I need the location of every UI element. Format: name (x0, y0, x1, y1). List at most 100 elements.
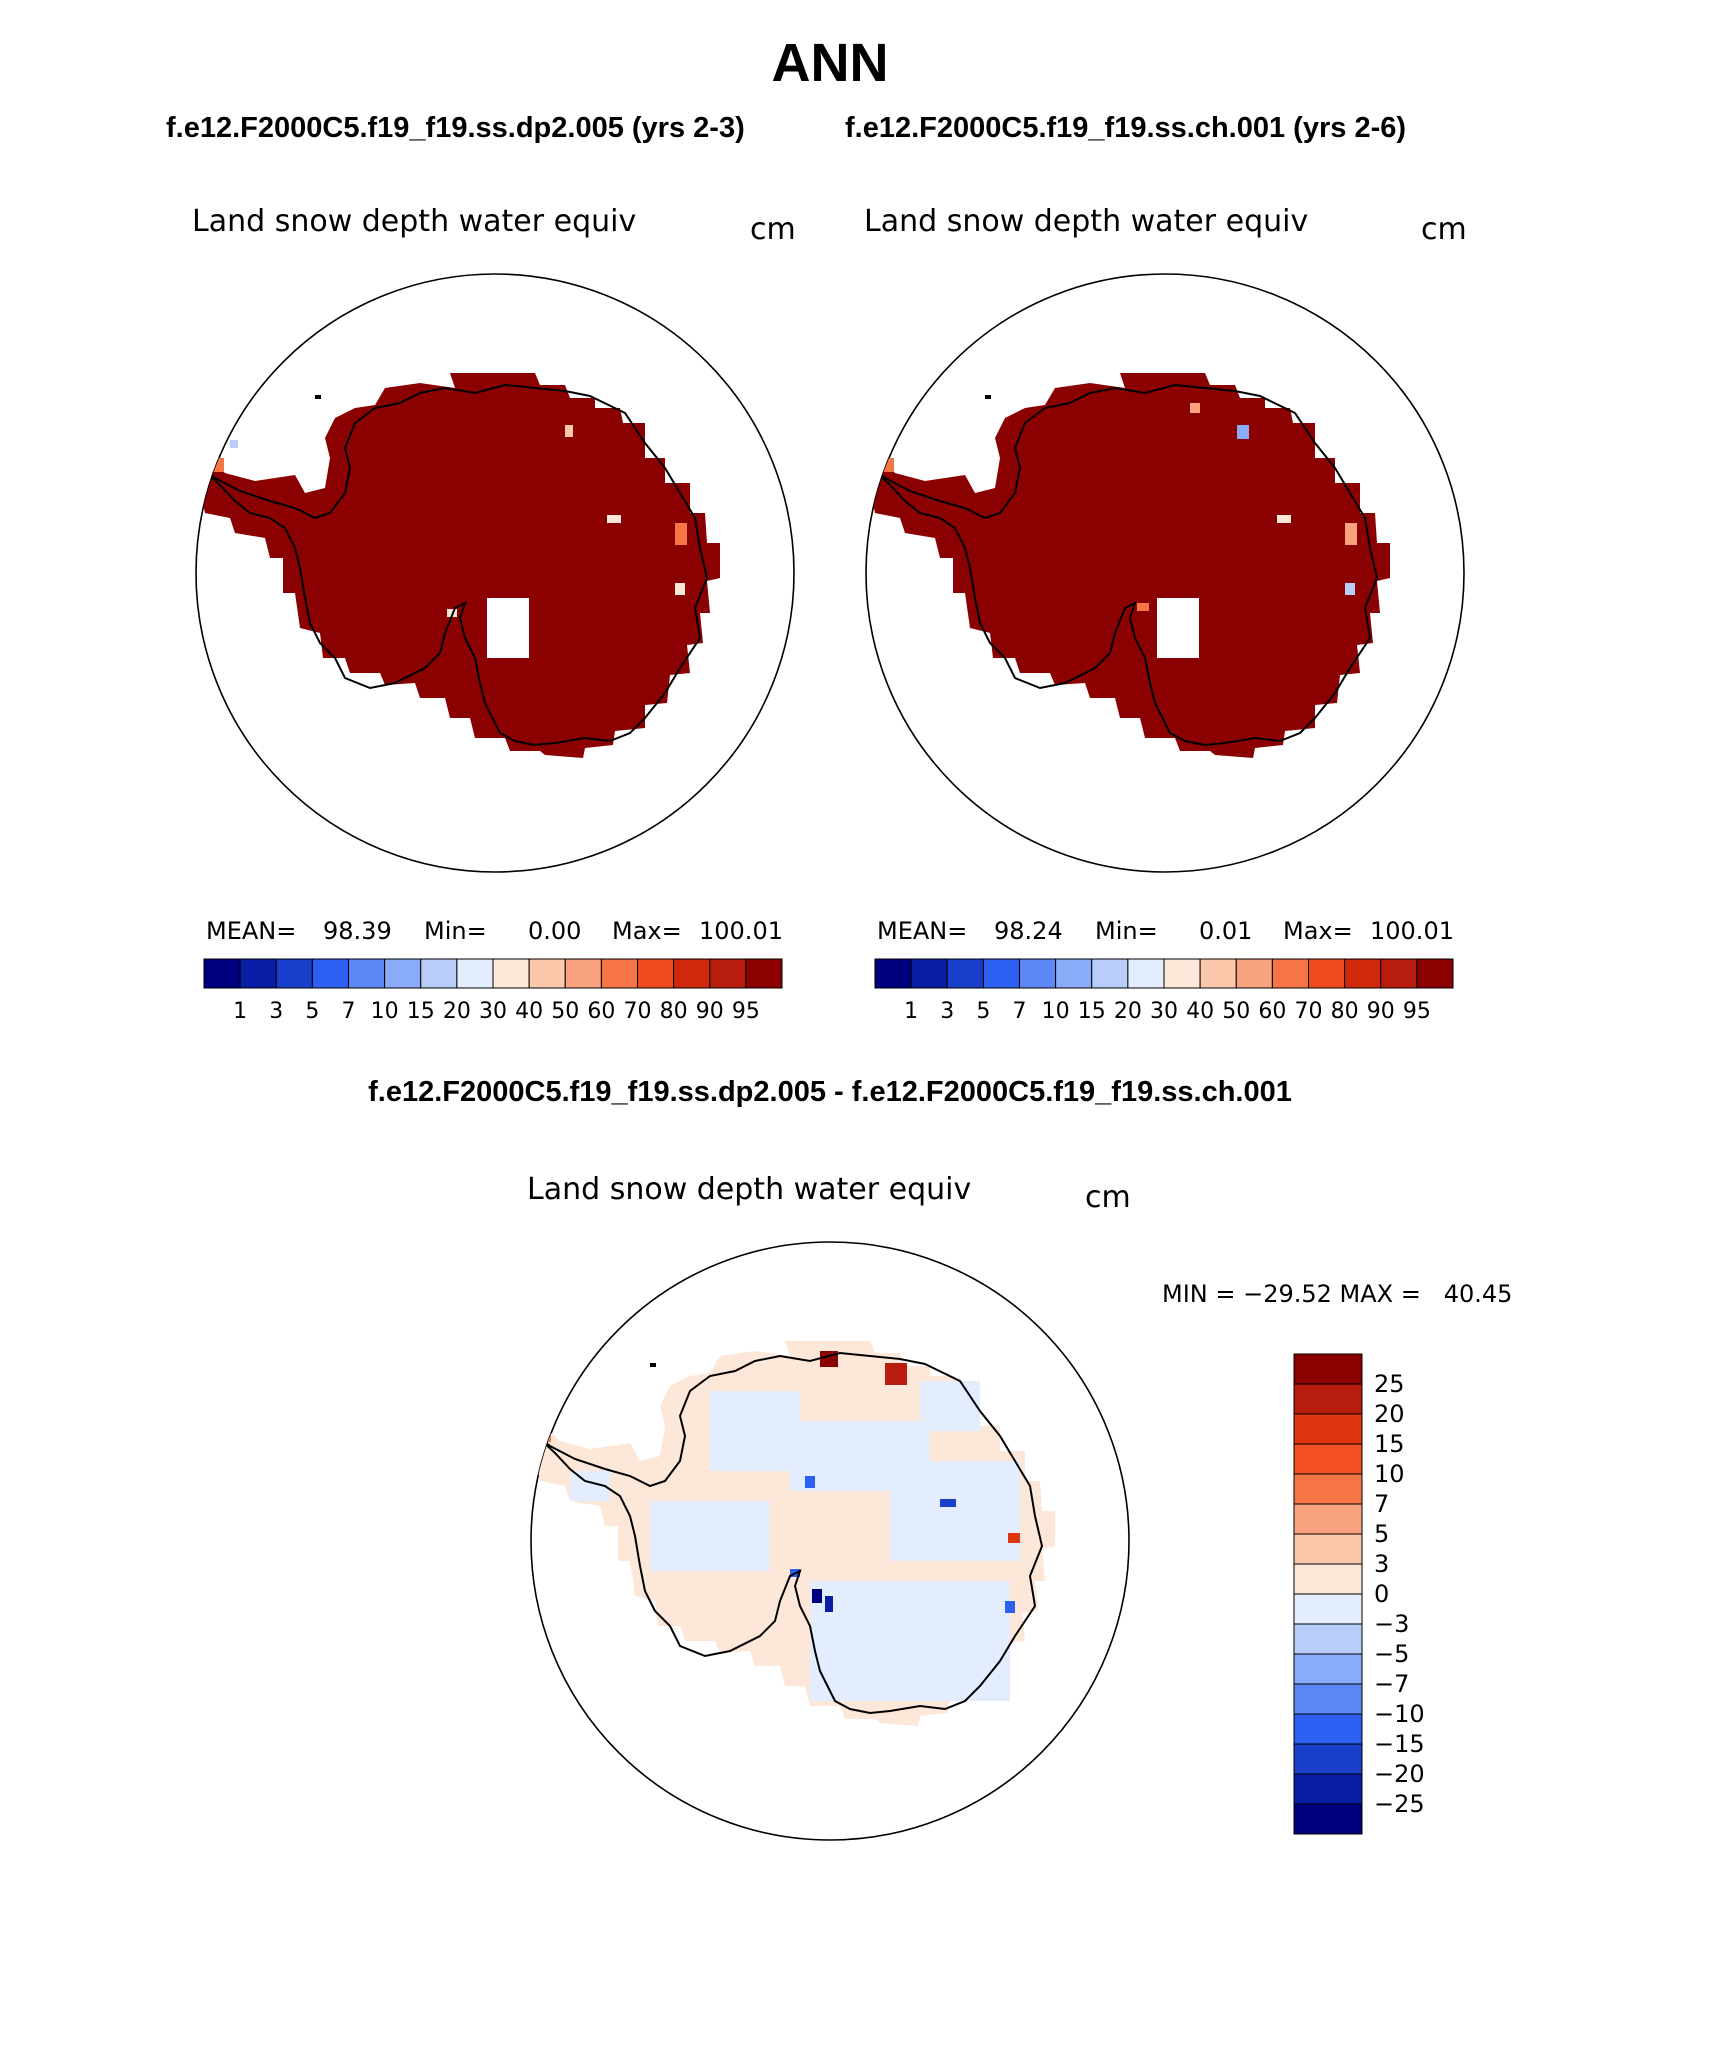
right-colorbar-tick-label: 60 (1258, 999, 1286, 1024)
diff-colorbar-tick-label: −10 (1374, 1700, 1425, 1728)
right-min-label: Min= (1095, 917, 1158, 945)
right-colorbar-box (1380, 958, 1418, 989)
right-colorbar-box (1344, 958, 1382, 989)
left-colorbar-box (203, 958, 241, 989)
right-colorbar-tick-label: 15 (1078, 999, 1106, 1024)
right-min-value: 0.01 (1199, 917, 1253, 945)
right-colorbar-tick-label: 40 (1186, 999, 1214, 1024)
right-colorbar-box (1091, 958, 1129, 989)
left-colorbar-box (637, 958, 675, 989)
left-colorbar-box (348, 958, 386, 989)
right-colorbar-box (1235, 958, 1273, 989)
left-ross-gap (487, 598, 529, 658)
diff-colorbar-tick-label: −3 (1374, 1610, 1409, 1638)
diff-colorbar-tick-label: 0 (1374, 1580, 1389, 1608)
left-min-label: Min= (424, 917, 487, 945)
diff-colorbar-tick-label: −15 (1374, 1730, 1425, 1758)
right-colorbar-box (1308, 958, 1346, 989)
left-colorbar-box (384, 958, 422, 989)
right-colorbar-box (1271, 958, 1309, 989)
left-island-patch (160, 450, 180, 474)
left-colorbar-box (311, 958, 349, 989)
diff-colorbar-tick-label: 5 (1374, 1520, 1389, 1548)
right-colorbar: 1 3 5 7 10 15 20 30 40 50 60 70 80 90 95 (874, 958, 1454, 1024)
figure-title: ANN (771, 33, 889, 93)
right-colorbar-box (1127, 958, 1165, 989)
diff-minmax-label: MIN = −29.52 MAX = 40.45 (1162, 1280, 1513, 1308)
left-case-title: f.e12.F2000C5.f19_f19.ss.dp2.005 (yrs 2-… (166, 112, 745, 144)
left-colorbar-tick-label: 10 (371, 999, 399, 1024)
diff-variable-label: Land snow depth water equiv (527, 1172, 972, 1207)
diff-colorbar-tick-label: −20 (1374, 1760, 1425, 1788)
right-colorbar-tick-label: 30 (1150, 999, 1178, 1024)
left-colorbar-tick-label: 70 (624, 999, 652, 1024)
right-colorbar-box (982, 958, 1020, 989)
diff-colorbar-tick-label: 20 (1374, 1400, 1405, 1428)
diff-colorbar-tick-label: 7 (1374, 1490, 1389, 1518)
diff-units-label: cm (1085, 1180, 1131, 1215)
left-max-label: Max= (612, 917, 682, 945)
right-colorbar-tick-label: 90 (1367, 999, 1395, 1024)
diff-colorbar-box (1293, 1773, 1363, 1805)
right-colorbar-tick-label: 5 (976, 999, 990, 1024)
right-colorbar-tick-label: 10 (1042, 999, 1070, 1024)
left-colorbar-tick-label: 15 (407, 999, 435, 1024)
right-colorbar-tick-label: 50 (1222, 999, 1250, 1024)
diff-negative-patches (570, 1381, 1020, 1701)
diff-colorbar-tick-label: −7 (1374, 1670, 1409, 1698)
difference-title: f.e12.F2000C5.f19_f19.ss.dp2.005 - f.e12… (368, 1076, 1292, 1108)
diff-colorbar-box (1293, 1503, 1363, 1535)
left-colorbar-tick-label: 7 (342, 999, 356, 1024)
left-colorbar-box (420, 958, 458, 989)
left-colorbar-box (239, 958, 277, 989)
right-units-label: cm (1421, 212, 1467, 247)
diff-colorbar-box (1293, 1353, 1363, 1385)
right-colorbar-box (1019, 958, 1057, 989)
right-mean-value: 98.24 (994, 917, 1063, 945)
diff-colorbar-box (1293, 1383, 1363, 1415)
left-colorbar-tick-label: 5 (305, 999, 319, 1024)
right-colorbar-box (874, 958, 912, 989)
diff-colorbar-tick-label: 25 (1374, 1370, 1405, 1398)
diff-colorbar-tick-label: 15 (1374, 1430, 1405, 1458)
right-colorbar-tick-label: 7 (1013, 999, 1027, 1024)
right-colorbar-tick-label: 80 (1331, 999, 1359, 1024)
diff-colorbar-tick-label: −25 (1374, 1790, 1425, 1818)
diff-colorbar-tick-label: −5 (1374, 1640, 1409, 1668)
left-colorbar-box (456, 958, 494, 989)
diff-colorbar-box (1293, 1623, 1363, 1655)
left-units-label: cm (750, 212, 796, 247)
diff-colorbar-box (1293, 1713, 1363, 1745)
left-colorbar-tick-label: 80 (660, 999, 688, 1024)
left-colorbar-box (745, 958, 783, 989)
right-colorbar-tick-label: 1 (904, 999, 918, 1024)
left-colorbar-tick-label: 90 (696, 999, 724, 1024)
diff-colorbar-box (1293, 1653, 1363, 1685)
diff-colorbar-box (1293, 1443, 1363, 1475)
diff-colorbar-box (1293, 1473, 1363, 1505)
left-colorbar-box (528, 958, 566, 989)
diff-colorbar-box (1293, 1803, 1363, 1835)
left-mean-value: 98.39 (323, 917, 392, 945)
right-colorbar-tick-label: 20 (1114, 999, 1142, 1024)
left-colorbar: 1 3 5 7 10 15 20 30 40 50 60 70 80 90 95 (203, 958, 783, 1024)
left-colorbar-box (673, 958, 711, 989)
right-colorbar-box (946, 958, 984, 989)
diff-colorbar-box (1293, 1683, 1363, 1715)
left-mean-label: MEAN= (206, 917, 297, 945)
diff-colorbar-box (1293, 1743, 1363, 1775)
left-colorbar-tick-label: 3 (269, 999, 283, 1024)
diff-colorbar-box (1293, 1413, 1363, 1445)
left-colorbar-box (275, 958, 313, 989)
difference-map-panel (530, 1241, 1130, 1841)
diff-colorbar-box (1293, 1593, 1363, 1625)
left-colorbar-tick-label: 30 (479, 999, 507, 1024)
right-colorbar-box (1199, 958, 1237, 989)
diff-colorbar-tick-label: 10 (1374, 1460, 1405, 1488)
left-colorbar-tick-label: 50 (551, 999, 579, 1024)
right-colorbar-tick-label: 95 (1403, 999, 1431, 1024)
right-colorbar-tick-label: 70 (1295, 999, 1323, 1024)
left-min-value: 0.00 (528, 917, 582, 945)
